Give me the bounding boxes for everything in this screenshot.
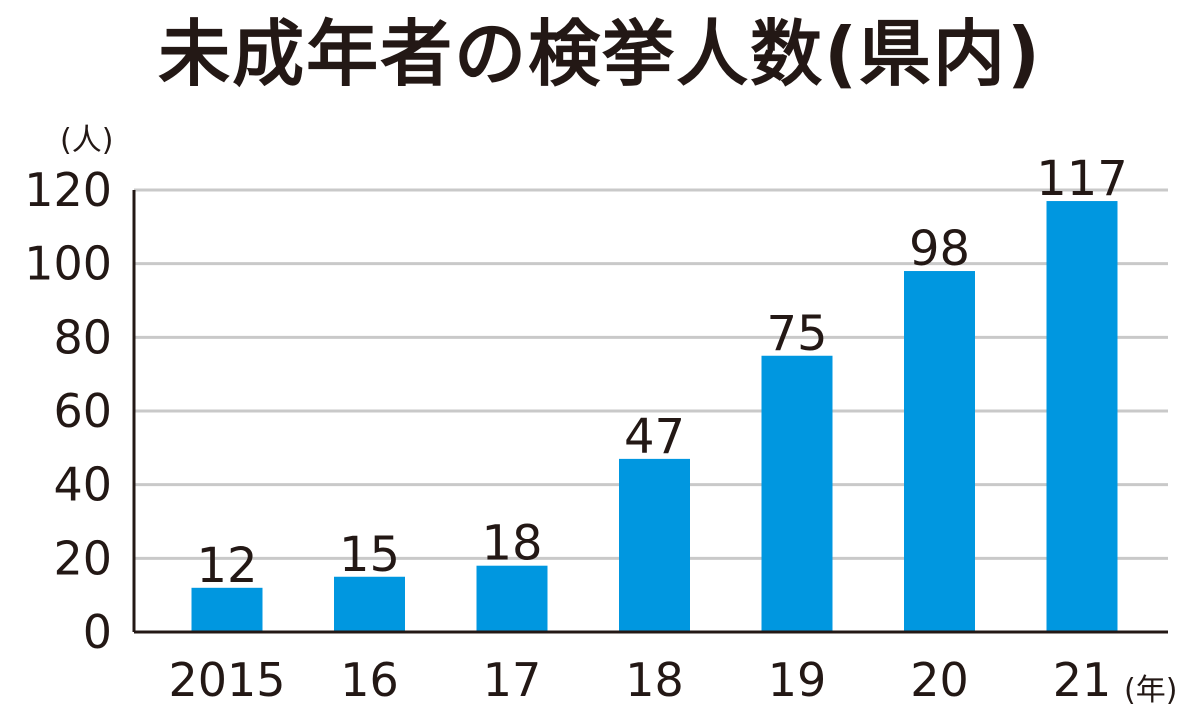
bar [476,565,548,632]
bar [334,576,405,632]
y-tick-labels: 0 20 40 60 80 100 120 [24,163,112,659]
x-tick-label: 21 [1053,653,1112,707]
x-tick-labels: 2015 16 17 18 19 20 21 [168,653,1111,707]
x-tick-label: 19 [768,653,827,707]
axes [132,190,1168,634]
data-label: 18 [481,516,542,572]
x-tick-label: 2015 [168,653,285,707]
y-axis-unit-label: (人) [60,123,113,158]
y-tick-label: 80 [53,310,112,364]
y-tick-label: 120 [24,163,112,217]
x-tick-label: 20 [910,653,969,707]
bar [1046,201,1118,633]
y-tick-label: 100 [24,237,112,291]
bar [191,587,263,632]
y-tick-label: 40 [53,458,112,512]
data-label: 15 [339,527,400,583]
data-label: 12 [196,538,257,594]
y-tick-label: 20 [53,531,112,585]
x-axis-unit-label: (年) [1124,673,1177,708]
y-tick-label: 0 [83,605,112,659]
x-tick-label: 17 [483,653,542,707]
bar [761,355,833,632]
bar [619,458,690,632]
x-tick-label: 16 [340,653,399,707]
bar [904,271,975,632]
x-tick-label: 18 [625,653,684,707]
bars [191,201,1118,633]
chart-title: 未成年者の検挙人数(県内) [158,12,1042,96]
data-label: 75 [766,306,827,362]
data-label: 47 [624,409,685,465]
data-labels: 12 15 18 47 75 98 117 [196,151,1127,594]
y-tick-label: 60 [53,384,112,438]
data-label: 117 [1036,151,1128,207]
data-label: 98 [909,221,970,277]
